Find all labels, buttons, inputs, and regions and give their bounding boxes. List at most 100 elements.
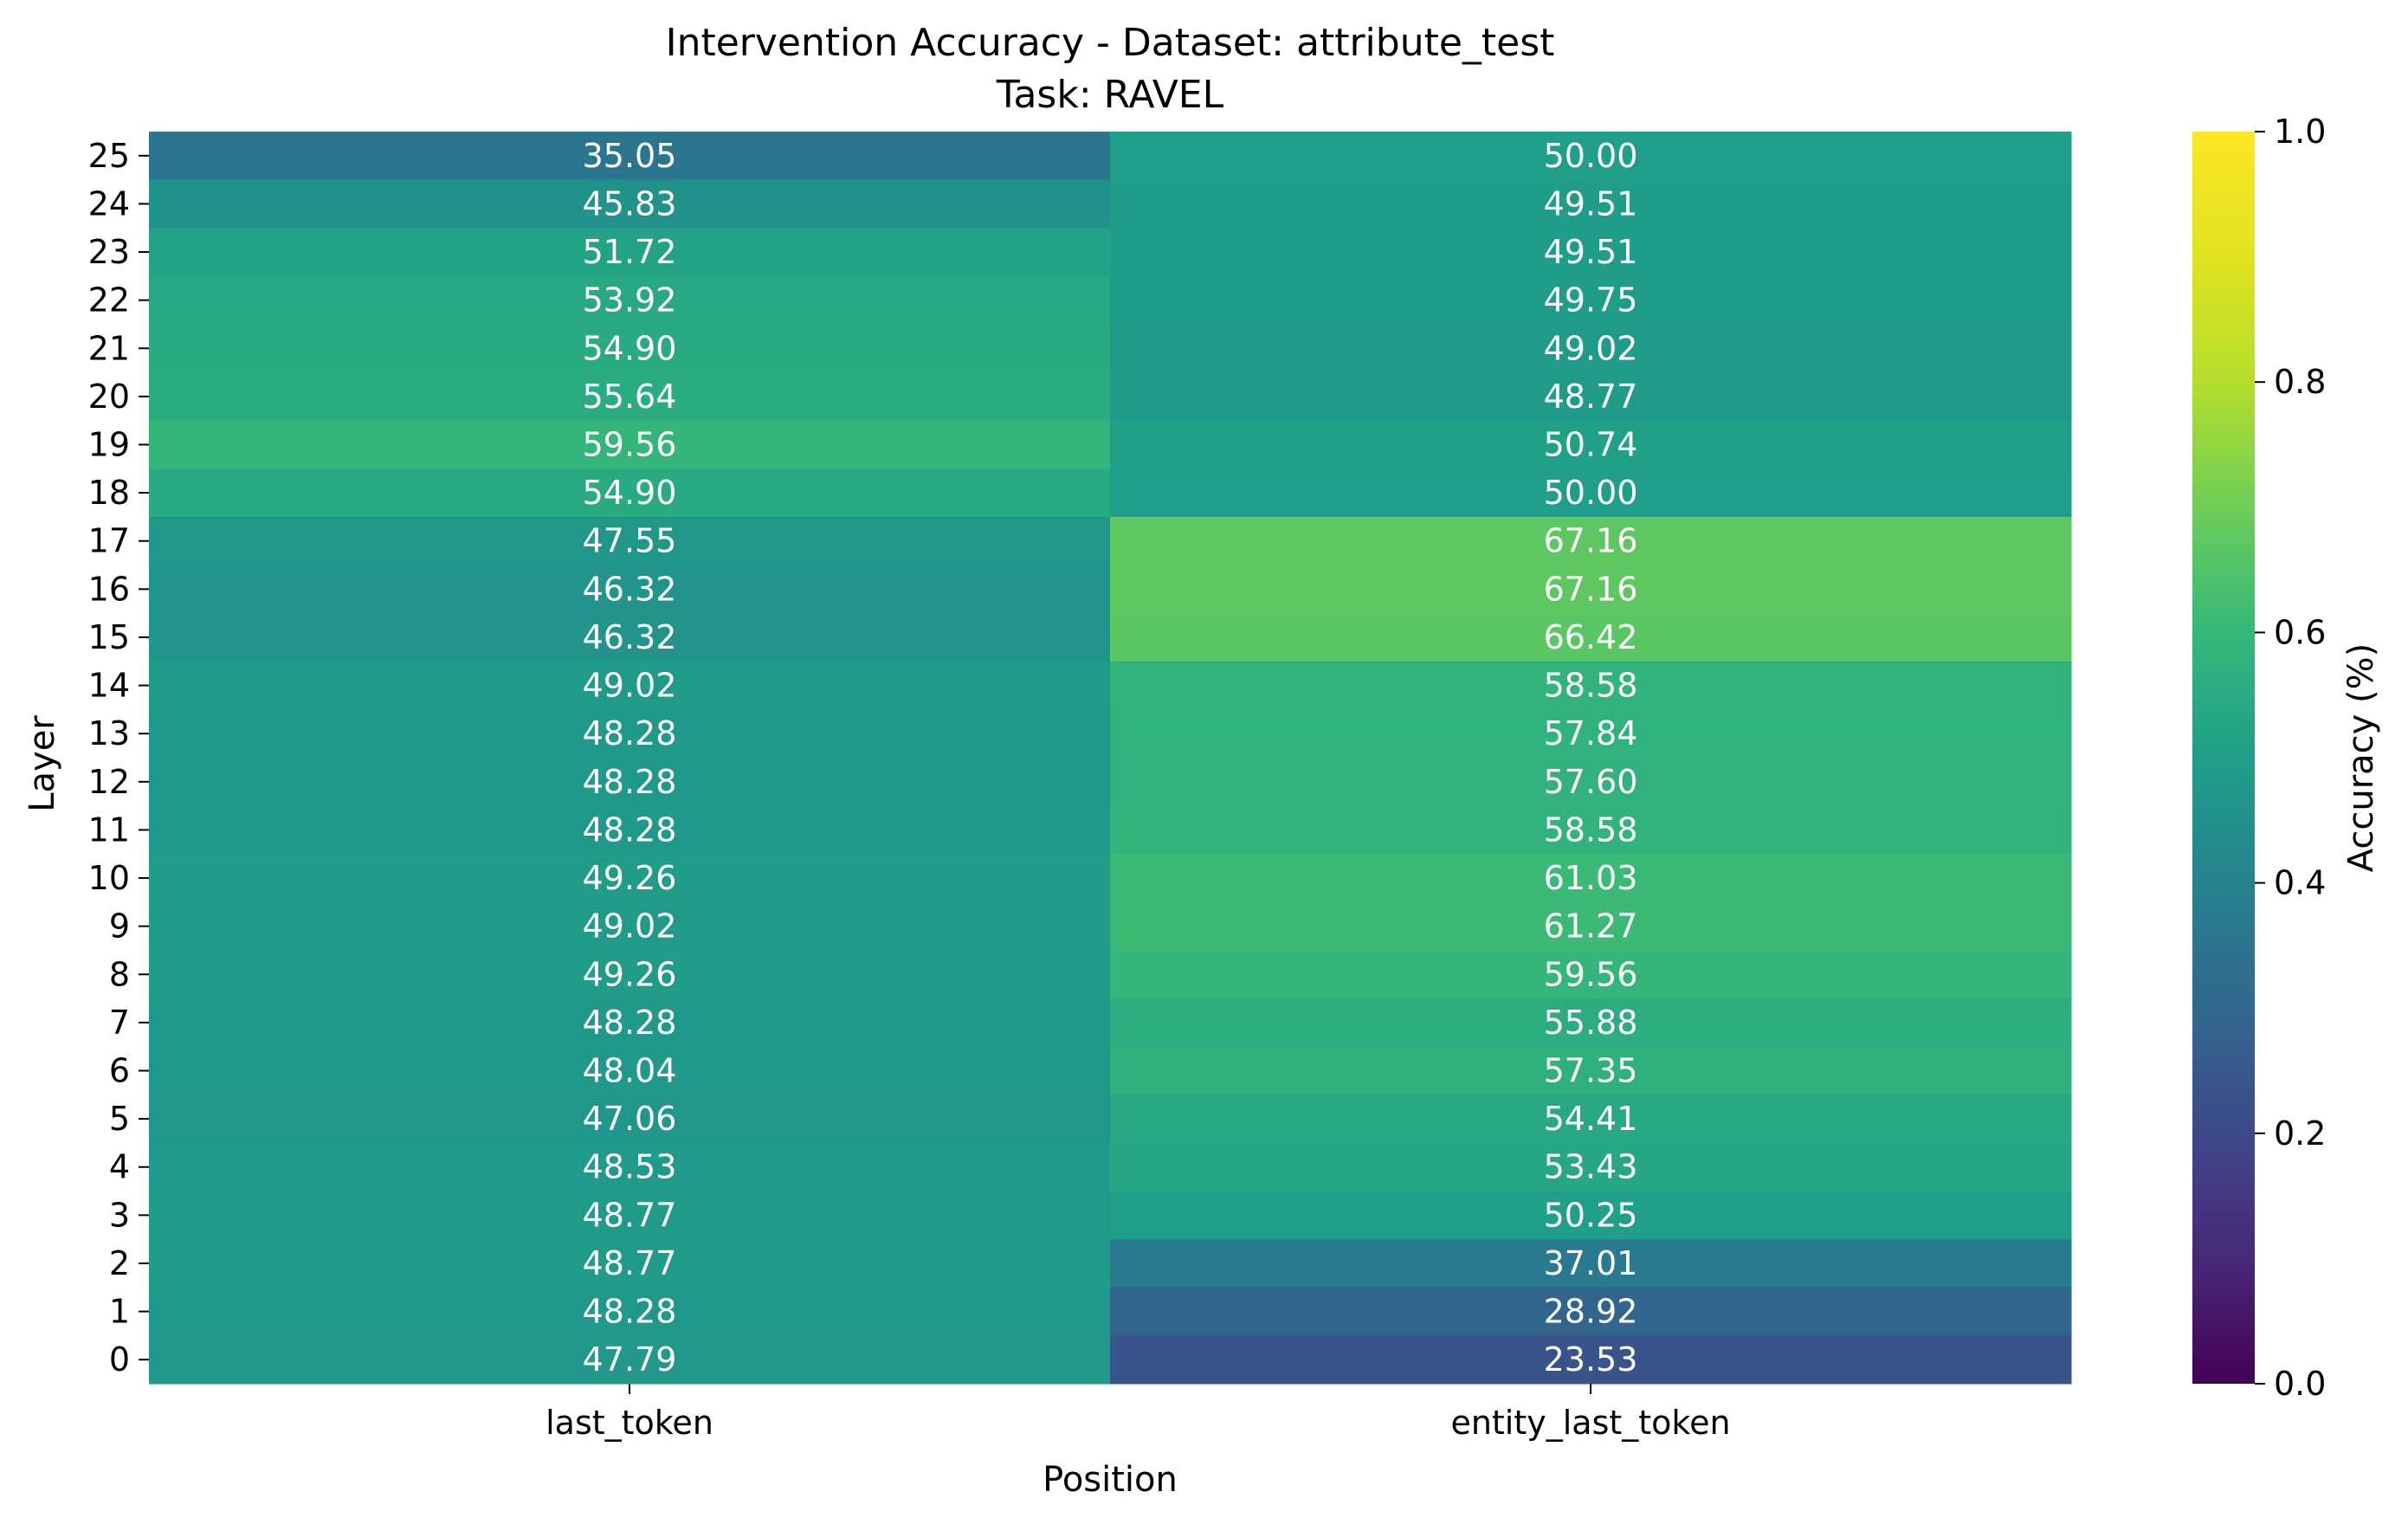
colorbar-ticks: 0.0 0.2 0.4 0.6 0.8 1.0 <box>2255 113 2326 1403</box>
cell-value-label: 48.28 <box>583 763 677 801</box>
y-axis: 2524232221201918171615141312111098765432… <box>88 137 149 1379</box>
chart-subtitle: Task: RAVEL <box>996 73 1224 117</box>
cell-value-label: 58.58 <box>1544 667 1638 705</box>
heatmap-cell <box>1110 1142 2072 1192</box>
cell-value-label: 55.88 <box>1544 1004 1638 1042</box>
colorbar-tick-label: 0.6 <box>2274 613 2326 651</box>
heatmap-cell <box>149 565 1111 614</box>
heatmap-cell <box>149 275 1111 325</box>
y-tick-label: 7 <box>109 1004 130 1042</box>
cell-value-label: 49.02 <box>583 907 677 946</box>
cell-value-label: 59.56 <box>1544 955 1638 993</box>
heatmap-cell <box>149 1142 1111 1192</box>
heatmap-cell <box>149 758 1111 807</box>
cell-value-label: 55.64 <box>583 378 677 416</box>
heatmap-cell <box>149 1239 1111 1288</box>
colorbar-label: Accuracy (%) <box>2341 643 2381 873</box>
colorbar-tick-label: 0.4 <box>2274 864 2326 902</box>
heatmap-cell <box>149 805 1111 855</box>
y-tick-label: 22 <box>88 281 130 320</box>
heatmap-cell <box>1110 516 2072 566</box>
cell-value-label: 49.51 <box>1544 233 1638 271</box>
y-tick-label: 2 <box>109 1244 130 1282</box>
heatmap-cell <box>1110 468 2072 518</box>
heatmap-cell <box>149 372 1111 422</box>
cell-value-label: 61.27 <box>1544 907 1638 946</box>
cell-value-label: 57.60 <box>1544 763 1638 801</box>
y-tick-label: 16 <box>88 570 130 608</box>
x-axis: last_token entity_last_token <box>546 1384 1731 1442</box>
heatmap-cell <box>149 324 1111 373</box>
cell-value-label: 35.05 <box>583 137 677 175</box>
cell-value-label: 47.55 <box>583 522 677 560</box>
heatmap-cell <box>1110 1095 2072 1144</box>
y-tick-label: 1 <box>109 1293 130 1331</box>
cell-value-label: 48.28 <box>583 1004 677 1042</box>
heatmap-cell <box>149 516 1111 566</box>
heatmap-cell <box>1110 805 2072 855</box>
y-tick-label: 17 <box>88 522 130 560</box>
cell-value-label: 59.56 <box>583 426 677 464</box>
y-tick-label: 12 <box>88 763 130 801</box>
heatmap-cell <box>1110 758 2072 807</box>
x-tick-label: entity_last_token <box>1450 1404 1730 1442</box>
heatmap-cell <box>149 1191 1111 1240</box>
cell-value-label: 49.02 <box>583 667 677 705</box>
cell-value-label: 54.41 <box>1544 1100 1638 1138</box>
cell-value-label: 48.77 <box>583 1196 677 1234</box>
cell-value-label: 50.25 <box>1544 1196 1638 1234</box>
y-tick-label: 6 <box>109 1052 130 1090</box>
heatmap-cell <box>149 854 1111 903</box>
cell-value-label: 48.04 <box>583 1052 677 1090</box>
cell-value-label: 49.02 <box>1544 329 1638 367</box>
cell-value-label: 50.74 <box>1544 426 1638 464</box>
cell-value-label: 48.53 <box>583 1148 677 1186</box>
heatmap-cell <box>1110 228 2072 277</box>
cell-value-label: 48.28 <box>583 1293 677 1331</box>
cell-value-label: 23.53 <box>1544 1340 1638 1379</box>
heatmap-cell <box>1110 950 2072 999</box>
cell-value-label: 49.51 <box>1544 184 1638 223</box>
cell-value-label: 47.06 <box>583 1100 677 1138</box>
heatmap-cell <box>1110 179 2072 229</box>
colorbar-tick-label: 0.8 <box>2274 363 2326 401</box>
cell-value-label: 53.92 <box>583 281 677 320</box>
colorbar-tick-label: 0.0 <box>2274 1365 2326 1403</box>
heatmap-cell <box>149 1046 1111 1095</box>
cell-value-label: 48.28 <box>583 810 677 849</box>
heatmap-cell <box>149 132 1111 181</box>
heatmap-cells <box>149 132 2072 1385</box>
heatmap-cell <box>1110 565 2072 614</box>
cell-value-label: 48.77 <box>583 1244 677 1282</box>
cell-value-label: 54.90 <box>583 329 677 367</box>
cell-value-label: 46.32 <box>583 618 677 656</box>
cell-value-label: 66.42 <box>1544 618 1638 656</box>
heatmap-cell <box>149 709 1111 759</box>
cell-value-label: 37.01 <box>1544 1244 1638 1282</box>
heatmap-cell <box>149 1095 1111 1144</box>
y-tick-label: 19 <box>88 426 130 464</box>
cell-value-label: 48.77 <box>1544 378 1638 416</box>
y-tick-label: 18 <box>88 474 130 512</box>
cell-value-label: 48.28 <box>583 714 677 752</box>
heatmap-cell <box>1110 324 2072 373</box>
heatmap-cell <box>149 901 1111 951</box>
cell-value-label: 54.90 <box>583 474 677 512</box>
heatmap-cell <box>1110 1335 2072 1385</box>
heatmap-cell <box>149 950 1111 999</box>
heatmap-cell <box>149 661 1111 710</box>
cell-value-label: 49.26 <box>583 955 677 993</box>
heatmap-cell <box>1110 901 2072 951</box>
cell-value-label: 57.35 <box>1544 1052 1638 1090</box>
heatmap-cell <box>149 998 1111 1048</box>
x-tick-label: last_token <box>546 1404 713 1442</box>
heatmap-cell <box>149 228 1111 277</box>
y-tick-label: 25 <box>88 137 130 175</box>
cell-value-label: 53.43 <box>1544 1148 1638 1186</box>
y-tick-label: 10 <box>88 859 130 897</box>
cell-value-label: 57.84 <box>1544 714 1638 752</box>
y-axis-label: Layer <box>23 715 62 812</box>
cell-value-label: 46.32 <box>583 570 677 608</box>
heatmap-cell <box>1110 372 2072 422</box>
y-tick-label: 5 <box>109 1100 130 1138</box>
